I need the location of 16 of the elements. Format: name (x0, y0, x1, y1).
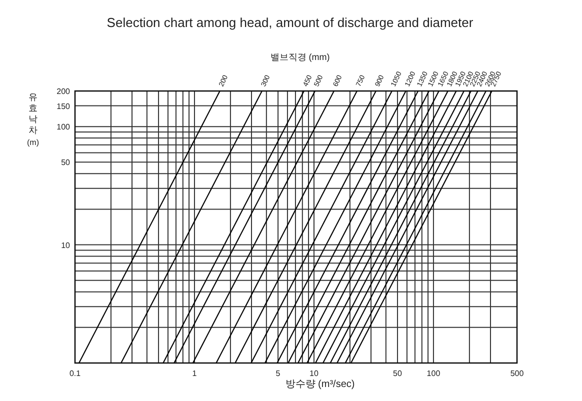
text: 밸브직경 (mm) (270, 52, 330, 62)
y-tick-label: 50 (61, 158, 71, 168)
y-tick-label: 100 (56, 122, 71, 132)
x-tick-label: 100 (426, 369, 441, 378)
x-tick-label: 50 (393, 369, 403, 378)
x-tick-label: 1 (192, 369, 198, 378)
y-tick-label: 10 (61, 240, 71, 250)
x-tick-label: 500 (510, 369, 524, 378)
y-axis-title: 유효낙차 (m) (27, 92, 40, 147)
chart-title: Selection chart among head, amount of discharge and diameter (106, 15, 474, 30)
x-tick-label: 5 (276, 369, 281, 378)
y-tick-label: 200 (56, 87, 71, 96)
x-tick-label: 10 (310, 369, 319, 378)
y-tick-label: 150 (56, 102, 71, 111)
x-tick-label: 0.1 (69, 369, 82, 378)
x-axis-title: 방수량 (m³/sec) (285, 379, 355, 390)
